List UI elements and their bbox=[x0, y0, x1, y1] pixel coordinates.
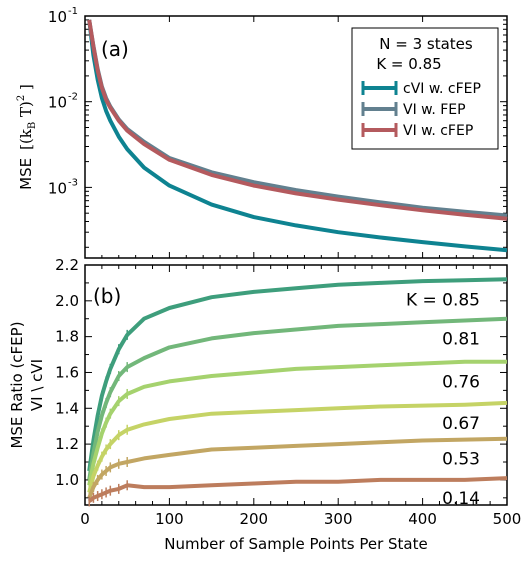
panel-a-legend: N = 3 states K = 0.85 cVI w. cFEP VI w. F… bbox=[351, 27, 499, 150]
panel-b-xtick-label: 100 bbox=[155, 510, 184, 528]
panel-b-series-label: 0.14 bbox=[442, 489, 480, 509]
legend-title-n: N = 3 states bbox=[379, 35, 473, 53]
panel-b-xtick-label: 400 bbox=[408, 510, 437, 528]
panel-b: 1.0 1.2 1.4 1.6 1.8 2.0 2.2 0 100 200 300 400 500 K … bbox=[8, 256, 521, 553]
panel-b-ylabel-line2: VI \ cVI bbox=[28, 359, 46, 411]
legend-label: VI w. FEP bbox=[403, 102, 466, 118]
panel-b-ytick-label: 1.4 bbox=[55, 399, 79, 417]
panel-b-lines bbox=[87, 277, 508, 507]
x-axis-label: Number of Sample Points Per State bbox=[164, 535, 427, 553]
panel-b-series-label: 0.81 bbox=[442, 330, 480, 350]
panel-b-ylabel-line1: MSE Ratio (cFEP) bbox=[8, 321, 26, 448]
panel-b-ytick-label: 1.0 bbox=[55, 471, 79, 489]
panel-b-ytick-label: 1.2 bbox=[55, 435, 79, 453]
panel-b-ytick-label: 1.6 bbox=[55, 363, 79, 381]
panel-b-series-label: 0.67 bbox=[442, 414, 480, 434]
panel-b-series-labels: K = 0.85 0.81 0.76 0.67 0.53 0.14 bbox=[406, 290, 480, 509]
legend-label: VI w. cFEP bbox=[403, 123, 473, 139]
panel-a-ytick-label: 10 bbox=[48, 179, 67, 197]
panel-b-xtick-label: 300 bbox=[324, 510, 353, 528]
panel-a-ytick-exponent: -3 bbox=[68, 177, 78, 188]
panel-a: 10-110-210-3 (a) MSE[(kB T)2 ] N = 3 sta… bbox=[16, 6, 508, 259]
panel-b-series-label: 0.76 bbox=[442, 373, 480, 393]
panel-a-ytick-exponent: -1 bbox=[68, 6, 78, 17]
panel-a-series-line bbox=[87, 19, 508, 253]
panel-a-ytick-labels: 10-110-210-3 bbox=[48, 6, 78, 197]
panel-a-ytick-label: 10 bbox=[48, 8, 67, 26]
legend-entries: cVI w. cFEP VI w. FEP VI w. cFEP bbox=[361, 81, 481, 139]
panel-a-minor-ticks bbox=[84, 15, 508, 258]
panel-a-ylabel: MSE[(kB T)2 ] bbox=[16, 84, 38, 190]
panel-b-xtick-label: 500 bbox=[493, 510, 522, 528]
panel-b-label: (b) bbox=[93, 284, 121, 308]
legend-entry: VI w. FEP bbox=[361, 102, 466, 118]
legend-entry: cVI w. cFEP bbox=[361, 81, 481, 97]
legend-entry: VI w. cFEP bbox=[361, 123, 473, 139]
panel-b-ytick-label: 2.0 bbox=[55, 292, 79, 310]
panel-b-series-label: K = 0.85 bbox=[406, 290, 480, 310]
panel-a-series-line bbox=[87, 19, 508, 221]
panel-b-ytick-label: 1.8 bbox=[55, 328, 79, 346]
panel-b-ticks: 1.0 1.2 1.4 1.6 1.8 2.0 2.2 0 100 200 300 400 500 bbox=[55, 256, 521, 528]
panel-a-ytick-exponent: -2 bbox=[68, 92, 78, 103]
panel-b-xtick-label: 0 bbox=[80, 510, 90, 528]
panel-a-lines bbox=[87, 19, 508, 253]
panel-a-label: (a) bbox=[101, 37, 129, 61]
panel-b-ytick-label: 2.2 bbox=[55, 256, 79, 274]
panel-b-series-label: 0.53 bbox=[442, 450, 480, 470]
panel-b-xtick-label: 200 bbox=[239, 510, 268, 528]
legend-label: cVI w. cFEP bbox=[403, 81, 481, 97]
panel-a-ytick-label: 10 bbox=[48, 94, 67, 112]
legend-title-k: K = 0.85 bbox=[376, 55, 441, 73]
